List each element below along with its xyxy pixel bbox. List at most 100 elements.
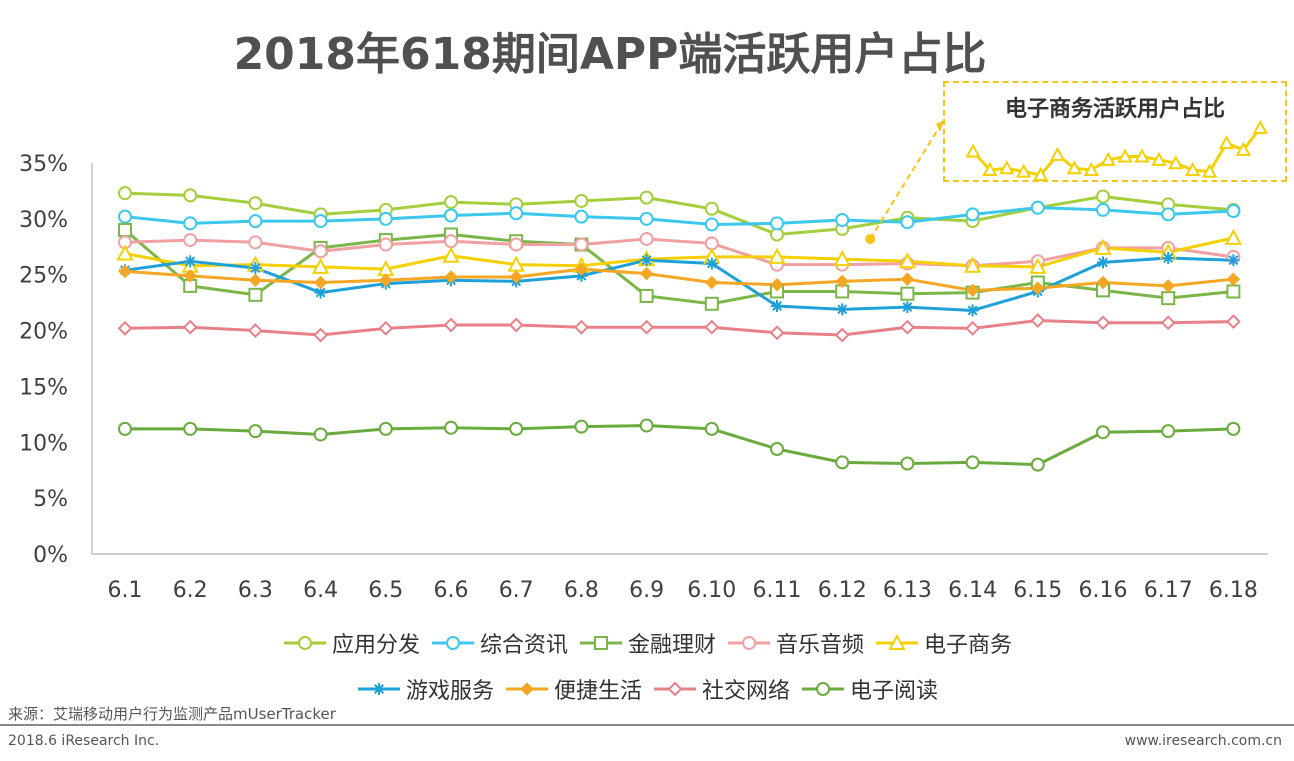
data-point xyxy=(835,455,850,470)
series-line-1 xyxy=(124,206,1234,226)
inset-point xyxy=(1218,135,1235,150)
x-tick-label: 6.8 xyxy=(564,578,599,603)
data-point xyxy=(118,264,132,279)
data-point xyxy=(118,421,132,436)
legend-marker xyxy=(888,633,906,650)
data-point xyxy=(704,421,719,436)
data-point xyxy=(639,211,654,226)
data-point xyxy=(639,266,654,281)
x-tick-label: 6.6 xyxy=(434,578,469,603)
data-point xyxy=(313,244,328,259)
data-point xyxy=(1095,315,1111,331)
x-tick-label: 6.10 xyxy=(687,578,736,603)
legend-label: 电子商务 xyxy=(924,633,1013,658)
data-point xyxy=(1096,189,1110,204)
data-point xyxy=(378,421,393,436)
data-point xyxy=(705,275,719,290)
legend-item: 游戏服务 xyxy=(356,673,494,705)
data-point xyxy=(442,246,460,263)
legend-item: 音乐音频 xyxy=(726,627,864,659)
inset-point xyxy=(1083,161,1099,176)
data-point xyxy=(574,237,589,252)
data-point xyxy=(378,320,394,336)
data-point xyxy=(836,303,849,316)
x-tick-label: 6.16 xyxy=(1079,578,1128,603)
data-point xyxy=(443,317,459,333)
data-point xyxy=(704,296,719,311)
data-point xyxy=(118,209,132,224)
data-point xyxy=(313,275,328,290)
data-point xyxy=(770,441,784,456)
data-point xyxy=(444,234,458,249)
inset-point xyxy=(1100,151,1116,166)
data-point xyxy=(378,211,393,226)
data-point xyxy=(378,237,393,252)
data-point xyxy=(444,195,458,210)
x-tick-label: 6.5 xyxy=(368,578,403,603)
data-point xyxy=(1226,204,1241,219)
legend-row: 应用分发 综合资讯 金融理财 音乐音频 电子商务 xyxy=(0,620,1294,666)
legend-marker xyxy=(445,636,460,650)
series-line-4 xyxy=(124,236,1234,271)
data-point xyxy=(705,257,718,270)
x-tick-label: 6.2 xyxy=(173,578,208,603)
data-point xyxy=(900,215,915,230)
footer-website[interactable]: www.iresearch.com.cn xyxy=(1124,733,1282,749)
data-point xyxy=(1161,424,1176,439)
data-point xyxy=(1161,279,1175,293)
data-point xyxy=(313,327,329,343)
data-point xyxy=(835,274,849,289)
data-point xyxy=(1162,251,1175,264)
data-point xyxy=(640,254,653,267)
chart-title: 2018年618期间APP端活跃用户占比 xyxy=(233,29,987,80)
data-point xyxy=(248,424,263,439)
y-tick-label: 10% xyxy=(19,431,68,456)
inset-title: 电子商务活跃用户占比 xyxy=(1004,97,1225,122)
legend-row: 游戏服务 便捷生活 社交网络 电子阅读 xyxy=(0,666,1294,712)
legend-marker xyxy=(520,682,534,696)
x-tick-label: 6.14 xyxy=(948,578,997,603)
legend-marker xyxy=(593,636,608,650)
data-point xyxy=(574,262,589,276)
x-tick-label: 6.11 xyxy=(753,578,802,603)
inset-frame xyxy=(943,81,1287,182)
inset-point xyxy=(982,161,998,176)
legend-label: 金融理财 xyxy=(627,633,716,658)
x-tick-label: 6.12 xyxy=(818,578,867,603)
inset-point xyxy=(1151,151,1167,166)
legend-marker xyxy=(297,636,312,650)
data-point xyxy=(573,319,589,335)
footer-divider xyxy=(0,724,1294,726)
data-point xyxy=(768,247,786,264)
series-line-6 xyxy=(124,267,1234,292)
data-point xyxy=(509,270,523,284)
legend-swatch-icon xyxy=(802,682,845,696)
series-line-2 xyxy=(124,228,1234,306)
source-note: 来源：艾瑞移动用户行为监测产品mUserTracker xyxy=(8,705,336,723)
legend-item: 应用分发 xyxy=(282,627,420,659)
data-point xyxy=(901,301,914,314)
data-point xyxy=(311,257,330,274)
y-tick-label: 30% xyxy=(19,208,68,233)
data-point xyxy=(1226,421,1241,436)
legend-item: 社交网络 xyxy=(652,673,790,705)
data-point xyxy=(833,249,851,267)
inset-point xyxy=(1252,119,1268,134)
data-point xyxy=(444,208,458,223)
inset-point xyxy=(1066,160,1083,175)
data-point xyxy=(313,427,328,442)
y-tick-label: 0% xyxy=(33,543,68,568)
data-point xyxy=(639,190,654,205)
legend-item: 电子商务 xyxy=(874,627,1012,659)
data-point xyxy=(963,256,982,273)
data-point xyxy=(444,420,458,435)
legend-swatch-icon xyxy=(728,636,770,650)
data-point xyxy=(248,235,263,250)
data-point xyxy=(1030,457,1045,472)
data-point xyxy=(1096,275,1110,290)
data-point xyxy=(314,286,327,299)
data-point xyxy=(639,288,654,303)
inset-chart xyxy=(865,119,1268,245)
legend-marker xyxy=(742,636,756,650)
data-point xyxy=(509,237,524,252)
